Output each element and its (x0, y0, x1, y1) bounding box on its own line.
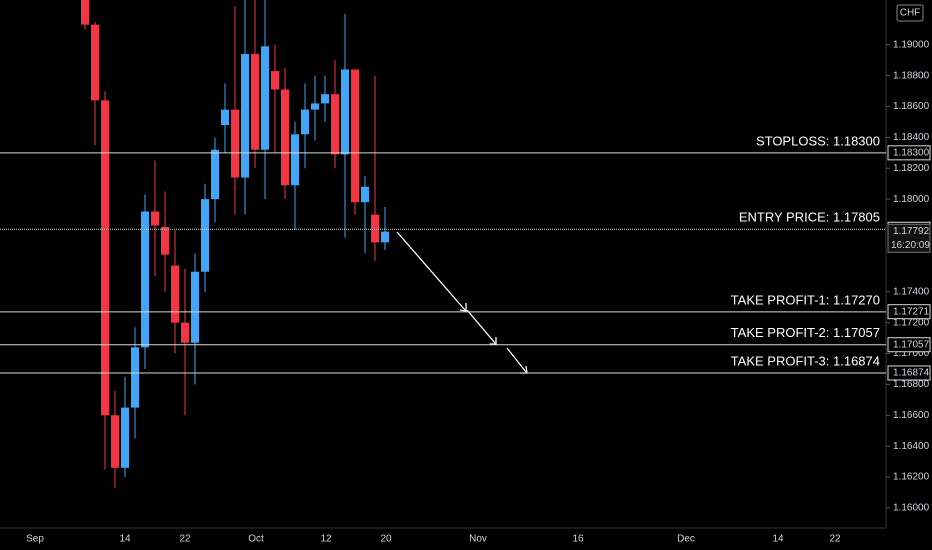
y-tick-label: 1.16600 (893, 410, 930, 421)
x-tick-label: Nov (469, 534, 487, 545)
candle-body (121, 407, 129, 468)
x-tick-label: 22 (179, 534, 191, 545)
y-tick-label: 1.18600 (893, 101, 930, 112)
candle-body (231, 109, 239, 178)
currency: CHF (900, 8, 921, 19)
y-tick-label: 1.18200 (893, 163, 930, 174)
candle-body (111, 415, 119, 468)
last-price-label: 1.17792 (893, 226, 930, 237)
y-tick-label: 1.16400 (893, 441, 930, 452)
price-tag (887, 365, 931, 381)
candle-body (81, 0, 89, 25)
candle-body (141, 211, 149, 348)
candle-body (271, 71, 279, 90)
candle-body (211, 149, 219, 200)
y-tick-label: 1.16000 (893, 503, 930, 514)
candle-body (381, 231, 389, 243)
currency-box[interactable] (896, 4, 924, 22)
candle-body (151, 211, 159, 226)
x-tick-label: 12 (320, 534, 332, 545)
candle-body (241, 54, 249, 178)
candle-body (161, 226, 169, 255)
price-tag-label: 1.16874 (893, 368, 930, 379)
candle-body (321, 94, 329, 104)
price-tag-label: 1.17271 (893, 306, 930, 317)
candle-body (201, 199, 209, 272)
candle-body (341, 69, 349, 155)
level-label: TAKE PROFIT-2: 1.17057 (731, 325, 880, 340)
candle-body (191, 271, 199, 343)
price-tag (887, 145, 931, 161)
candle-body (331, 94, 339, 155)
level-label: STOPLOSS: 1.18300 (756, 133, 880, 148)
candle-body (311, 103, 319, 110)
y-tick-label: 1.16200 (893, 472, 930, 483)
last-price-tag (887, 223, 931, 253)
y-tick-label: 1.17200 (893, 317, 930, 328)
plot-area (81, 0, 389, 488)
level-label: ENTRY PRICE: 1.17805 (739, 210, 880, 225)
countdown: 16:20:09 (891, 240, 930, 251)
candle-body (131, 347, 139, 408)
price-tag (887, 337, 931, 353)
x-tick-label: 22 (829, 534, 841, 545)
level-label: TAKE PROFIT-1: 1.17270 (731, 292, 880, 307)
candle-body (221, 109, 229, 126)
candle-body (91, 24, 99, 101)
x-tick-label: 14 (119, 534, 131, 545)
y-tick-label: 1.18400 (893, 132, 930, 143)
candle-body (301, 109, 309, 135)
candle-body (181, 322, 189, 343)
x-tick-label: 14 (772, 534, 784, 545)
level-label: TAKE PROFIT-3: 1.16874 (731, 353, 880, 368)
y-tick-label: 1.17000 (893, 348, 930, 359)
candle-body (101, 100, 109, 416)
x-tick-label: Dec (677, 534, 695, 545)
price-tag (887, 304, 931, 320)
y-tick-label: 1.18800 (893, 70, 930, 81)
candle-body (281, 89, 289, 186)
candle-body (171, 265, 179, 323)
candle-body (361, 186, 369, 203)
y-tick-label: 1.16800 (893, 379, 930, 390)
y-tick-label: 1.17400 (893, 286, 930, 297)
candle-body (261, 46, 269, 150)
x-tick-label: 16 (572, 534, 584, 545)
x-tick-label: Sep (26, 534, 44, 545)
candle-body (351, 69, 359, 203)
candle-body (251, 54, 259, 150)
candle-body (291, 134, 299, 186)
price-tag-label: 1.17057 (893, 339, 930, 350)
x-tick-label: 20 (380, 534, 392, 545)
y-tick-label: 1.19000 (893, 39, 930, 50)
price-tag-label: 1.18300 (893, 147, 930, 158)
y-tick-label: 1.18000 (893, 194, 930, 205)
x-tick-label: Oct (248, 534, 264, 545)
candle-body (371, 214, 379, 243)
